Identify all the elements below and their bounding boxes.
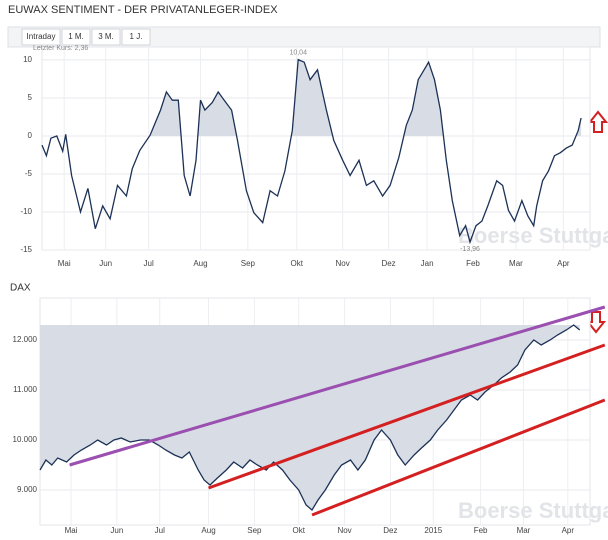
x-tick-label: Jan xyxy=(421,259,434,268)
tab[interactable] xyxy=(21,28,61,46)
x-tick-label: Nov xyxy=(336,259,350,268)
tab-label[interactable]: 3 M. xyxy=(98,32,114,41)
x-tick-label: Mar xyxy=(509,259,523,268)
x-tick-label: Jul xyxy=(155,526,165,535)
tab-label[interactable]: 1 J. xyxy=(130,32,143,41)
trend-line xyxy=(69,305,606,467)
y-tick-label: -15 xyxy=(20,245,32,254)
watermark: Boerse Stuttgart xyxy=(458,498,608,523)
trend-line xyxy=(208,343,606,490)
x-tick-label: Mai xyxy=(58,259,71,268)
x-tick-label: Aug xyxy=(201,526,215,535)
down-arrow-icon xyxy=(585,311,607,334)
up-arrow-icon xyxy=(587,110,608,133)
y-tick-label: -5 xyxy=(25,169,33,178)
tab[interactable] xyxy=(121,28,151,46)
x-tick-label: Jul xyxy=(144,259,154,268)
x-tick-label: Feb xyxy=(466,259,480,268)
watermark: Boerse Stuttgart xyxy=(458,223,608,248)
x-tick-label: Mar xyxy=(517,526,531,535)
x-tick-label: Sep xyxy=(241,259,256,268)
tab-label[interactable]: 1 M. xyxy=(68,32,84,41)
y-tick-label: 10.000 xyxy=(13,435,38,444)
series-line xyxy=(41,58,582,245)
x-tick-label: Okt xyxy=(291,259,304,268)
y-tick-label: 9.000 xyxy=(17,485,38,494)
series-line xyxy=(39,324,581,511)
chart-title: EUWAX SENTIMENT - DER PRIVATANLEGER-INDE… xyxy=(8,4,278,16)
trend-line xyxy=(311,398,606,517)
x-tick-label: Feb xyxy=(474,526,488,535)
y-tick-label: 10 xyxy=(23,55,32,64)
chart-title: DAX xyxy=(10,283,31,294)
x-tick-label: Dez xyxy=(381,259,395,268)
x-tick-label: Aug xyxy=(193,259,207,268)
x-tick-label: Okt xyxy=(293,526,306,535)
x-tick-label: Jun xyxy=(99,259,112,268)
y-tick-label: 12.000 xyxy=(13,335,38,344)
annotation-last: Letzter Kurs: 2,36 xyxy=(33,45,88,52)
x-tick-label: Jun xyxy=(110,526,123,535)
tab[interactable] xyxy=(91,28,121,46)
x-tick-label: Nov xyxy=(337,526,351,535)
y-tick-label: 5 xyxy=(28,93,33,102)
tab-label[interactable]: Intraday xyxy=(27,32,56,41)
area xyxy=(40,325,580,510)
annotation-min: -13,96 xyxy=(460,246,480,253)
y-tick-label: -10 xyxy=(20,207,32,216)
annotation-max: 10,04 xyxy=(289,49,307,56)
y-tick-label: 11.000 xyxy=(13,385,37,394)
x-tick-label: Mai xyxy=(65,526,78,535)
x-tick-label: Sep xyxy=(247,526,262,535)
x-tick-label: Dez xyxy=(383,526,397,535)
x-tick-label: 2015 xyxy=(424,526,442,535)
x-tick-label: Apr xyxy=(557,259,570,268)
x-tick-label: Apr xyxy=(562,526,575,535)
y-tick-label: 0 xyxy=(28,131,33,140)
tab[interactable] xyxy=(61,28,91,46)
